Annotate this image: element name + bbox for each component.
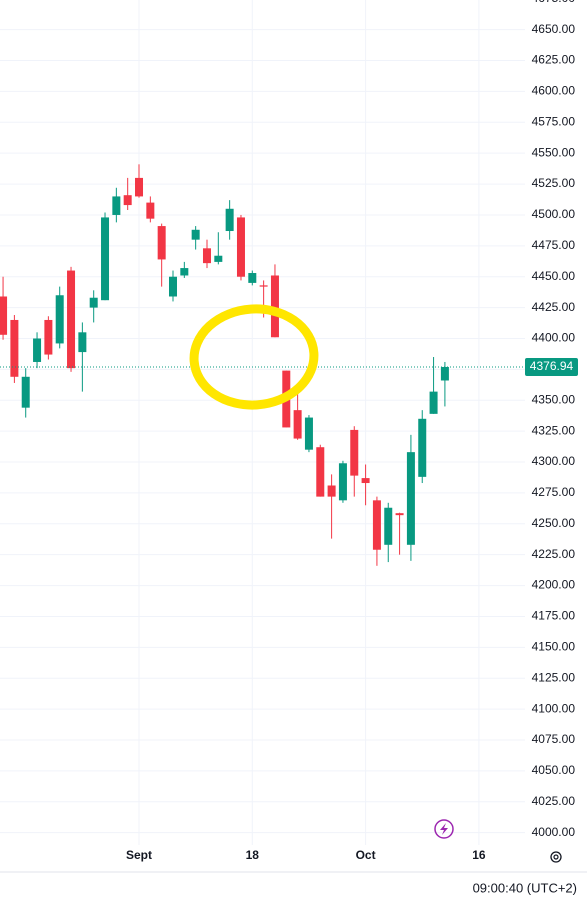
candle-body [78, 332, 87, 353]
y-tick-label: 4575.00 [532, 114, 576, 128]
candle-body [327, 485, 336, 497]
x-tick-label: Oct [356, 848, 376, 862]
candle-body [123, 195, 132, 206]
candles [0, 164, 525, 566]
candle-body [157, 226, 166, 260]
x-tick-label: 16 [472, 848, 486, 862]
candle-body [191, 229, 200, 240]
candle-body [55, 295, 64, 344]
candle-body [440, 366, 449, 381]
candle-body [350, 429, 359, 476]
candle-body [316, 447, 325, 497]
candle-body [338, 463, 347, 501]
y-tick-label: 4175.00 [532, 609, 576, 623]
candle-body [406, 452, 415, 545]
y-tick-label: 4250.00 [532, 516, 576, 530]
candle-body [21, 376, 30, 408]
y-tick-label: 4075.00 [532, 732, 576, 746]
y-tick-label: 4650.00 [532, 22, 576, 36]
candle-body [236, 217, 245, 277]
candle-body [248, 273, 257, 283]
last-price-box [525, 357, 578, 376]
candle-body [304, 417, 313, 450]
y-tick-label: 4200.00 [532, 578, 576, 592]
y-tick-label: 4225.00 [532, 547, 576, 561]
candle-body [259, 285, 268, 287]
y-tick-label: 4150.00 [532, 640, 576, 654]
candle-body [270, 275, 279, 338]
candle-body [225, 208, 234, 232]
y-tick-label: 4000.00 [532, 825, 576, 839]
y-tick-label: 4550.00 [532, 145, 576, 159]
candle-body [418, 418, 427, 477]
candle-body [202, 248, 211, 264]
candle-body [101, 217, 110, 301]
candle-body [429, 391, 438, 414]
candle-body [168, 276, 177, 297]
y-tick-label: 4100.00 [532, 701, 576, 715]
y-tick-label: 4300.00 [532, 454, 576, 468]
y-tick-label: 4025.00 [532, 794, 576, 808]
candle-body [67, 270, 76, 369]
candle-body [361, 478, 370, 484]
y-tick-label: 4325.00 [532, 423, 576, 437]
candle-body [10, 319, 19, 377]
candle-body [0, 296, 8, 335]
y-tick-label: 4675.00 [532, 0, 576, 5]
y-tick-label: 4425.00 [532, 300, 576, 314]
grid [0, 0, 525, 845]
y-tick-label: 4050.00 [532, 763, 576, 777]
y-tick-label: 4450.00 [532, 269, 576, 283]
settings-icon[interactable] [550, 851, 562, 863]
y-tick-label: 4125.00 [532, 670, 576, 684]
candle-body [214, 255, 223, 262]
candle-body [180, 268, 189, 276]
candle-body [44, 319, 53, 355]
x-tick-label: 18 [246, 848, 260, 862]
y-tick-label: 4400.00 [532, 331, 576, 345]
last-price-label: 4376.94 [530, 359, 574, 373]
y-tick-label: 4525.00 [532, 176, 576, 190]
lightning-icon[interactable] [434, 819, 454, 839]
candle-body [395, 513, 404, 516]
y-tick-label: 4350.00 [532, 392, 576, 406]
candle-body [33, 338, 42, 362]
candle-body [146, 202, 155, 219]
candle-body [89, 297, 98, 308]
y-tick-label: 4625.00 [532, 53, 576, 67]
y-tick-label: 4275.00 [532, 485, 576, 499]
y-tick-label: 4600.00 [532, 84, 576, 98]
y-tick-label: 4475.00 [532, 238, 576, 252]
candle-body [135, 177, 144, 197]
x-tick-label: Sept [126, 848, 152, 862]
candle-body [112, 196, 121, 215]
candle-body [293, 410, 302, 439]
axes: 4000.00 4025.00 4050.00 4075.00 4100.00 4125.… [126, 0, 578, 862]
y-tick-label: 4500.00 [532, 207, 576, 221]
highlight-circle [189, 304, 319, 410]
candle-body [384, 507, 393, 545]
timestamp: 09:00:40 (UTC+2) [473, 880, 577, 895]
candle-body [372, 500, 381, 550]
